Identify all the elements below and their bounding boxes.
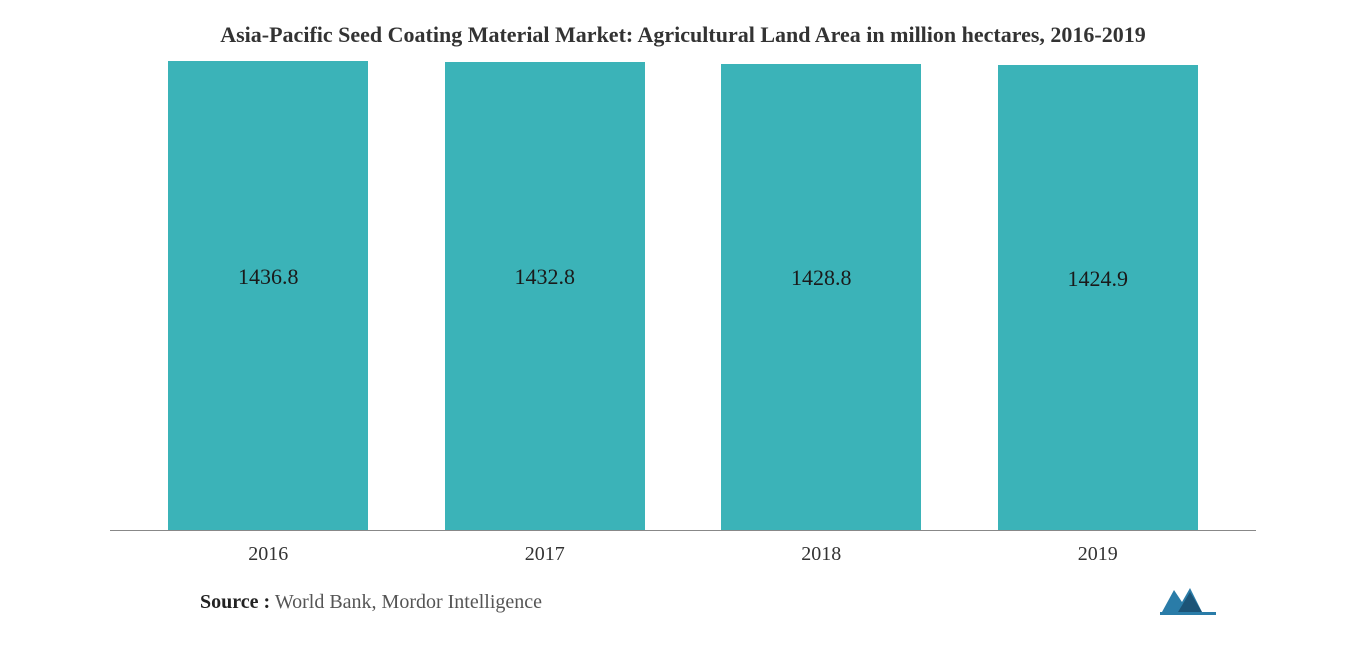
bar-group-3: 1424.9 xyxy=(960,61,1237,530)
logo-svg xyxy=(1160,584,1216,616)
bar-value-label-0: 1436.8 xyxy=(238,264,299,290)
chart-plot-area: 1436.8 1432.8 1428.8 1424.9 xyxy=(110,61,1256,531)
x-label-3: 2019 xyxy=(960,543,1237,566)
source-value: World Bank, Mordor Intelligence xyxy=(270,591,542,613)
x-axis-labels: 2016 2017 2018 2019 xyxy=(110,543,1256,566)
x-label-0: 2016 xyxy=(130,543,407,566)
source-row: Source : World Bank, Mordor Intelligence xyxy=(200,584,1256,621)
chart-title: Asia-Pacific Seed Coating Material Marke… xyxy=(60,20,1306,51)
x-label-1: 2017 xyxy=(407,543,684,566)
chart-container: Asia-Pacific Seed Coating Material Marke… xyxy=(0,0,1366,655)
bar-2: 1428.8 xyxy=(721,64,921,530)
bar-value-label-2: 1428.8 xyxy=(791,265,852,291)
bar-group-0: 1436.8 xyxy=(130,61,407,530)
source-text: Source : World Bank, Mordor Intelligence xyxy=(200,591,542,614)
bar-value-label-3: 1424.9 xyxy=(1068,266,1129,292)
bar-group-2: 1428.8 xyxy=(683,61,960,530)
bar-group-1: 1432.8 xyxy=(407,61,684,530)
bar-3: 1424.9 xyxy=(998,65,1198,530)
x-label-2: 2018 xyxy=(683,543,960,566)
mordor-logo-icon xyxy=(1160,584,1216,621)
bar-1: 1432.8 xyxy=(445,62,645,530)
bars-wrapper: 1436.8 1432.8 1428.8 1424.9 xyxy=(110,61,1256,530)
bar-0: 1436.8 xyxy=(168,61,368,530)
source-label: Source : xyxy=(200,591,270,613)
bar-value-label-1: 1432.8 xyxy=(515,264,576,290)
